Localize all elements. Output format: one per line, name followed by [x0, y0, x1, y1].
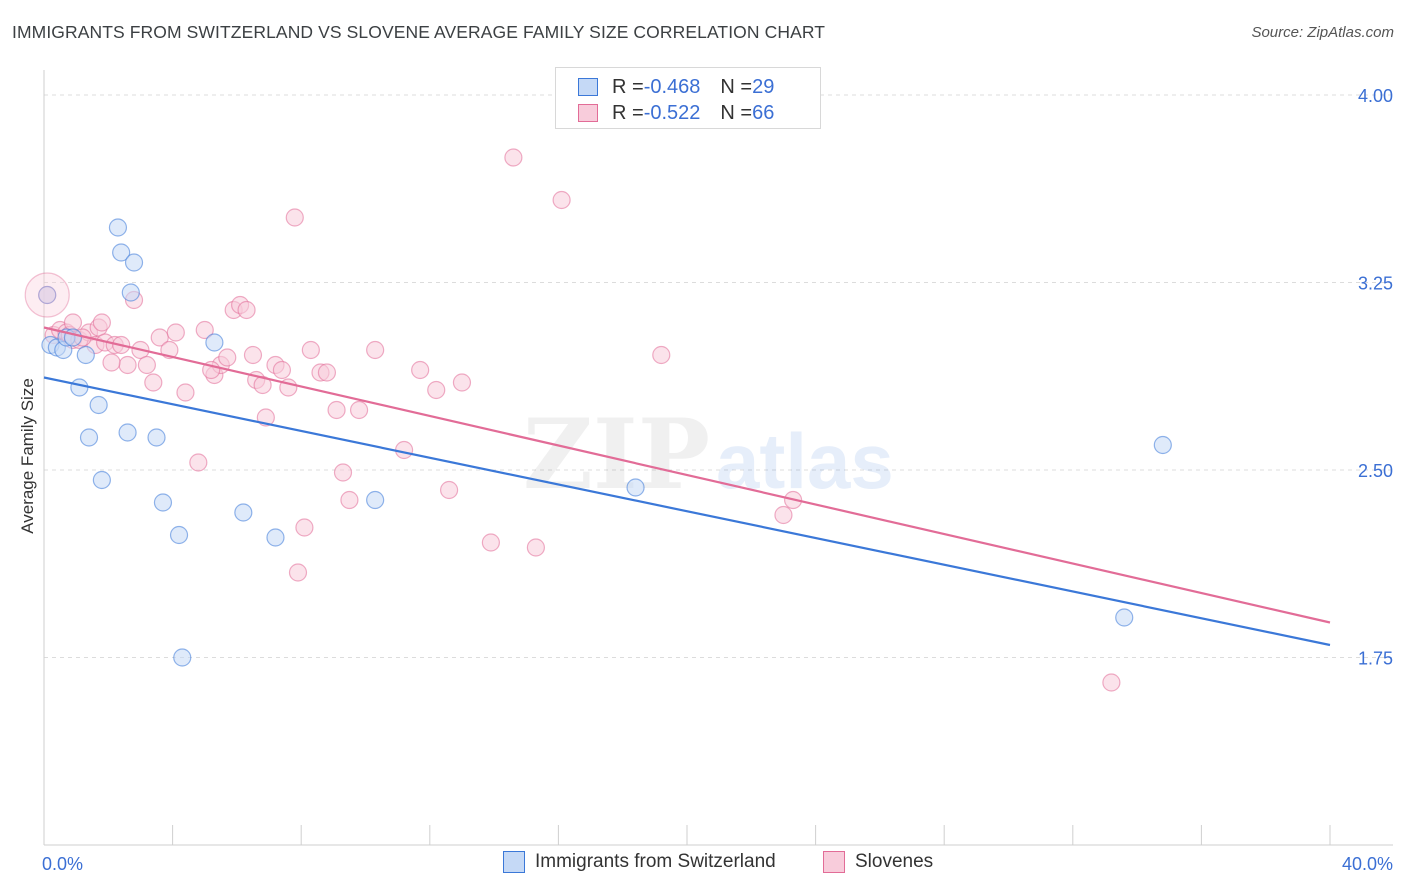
pink-point [317, 363, 337, 382]
legend-row-pink: R = -0.522 N = 66 [578, 100, 774, 126]
pink-point [452, 373, 472, 392]
bottom-legend-pink: Slovenes [823, 851, 933, 873]
pink-point [137, 355, 156, 375]
legend-n-label: N = [720, 101, 753, 124]
pink-point [652, 345, 671, 365]
pink-point [166, 323, 185, 342]
bottom-legend-swatch-blue [503, 851, 525, 873]
legend-n-label: N = [720, 75, 753, 98]
blue-point [124, 253, 144, 272]
blue-point [234, 503, 253, 522]
pink-point [102, 353, 121, 372]
pink-point [176, 383, 195, 402]
pink-point [189, 453, 208, 472]
bottom-legend-label-pink: Slovenes [855, 851, 934, 872]
pink-point [411, 360, 430, 380]
legend-r-label: R = [612, 75, 644, 98]
pink-point [295, 518, 314, 537]
blue-point [112, 243, 131, 262]
pink-point [288, 563, 308, 582]
blue-point [366, 490, 385, 510]
blue-point [1115, 608, 1134, 627]
pink-point [253, 375, 272, 395]
watermark-atlas: atlas [716, 417, 894, 505]
pink-point [481, 533, 500, 552]
pink-point [340, 490, 359, 510]
blue-point [205, 333, 224, 352]
trend-lines [43, 326, 1331, 647]
y-axis-label: Average Family Size [18, 378, 37, 534]
blue-point [76, 345, 95, 365]
axes [43, 70, 1393, 846]
blue-point [79, 428, 99, 447]
blue-point [89, 395, 108, 415]
x-tick-label: 40.0% [1342, 854, 1393, 874]
blue-point [169, 525, 189, 545]
watermark-zip: ZIP [523, 398, 710, 511]
blue-point [153, 493, 173, 512]
pink-point [439, 480, 459, 500]
pink-point [218, 348, 237, 367]
pink-point [526, 538, 545, 557]
pink-point [394, 440, 414, 460]
blue-point [63, 328, 83, 347]
blue-point [1153, 435, 1172, 455]
pink-point [272, 360, 292, 380]
grid-layer [44, 94, 1392, 658]
legend-r-label: R = [612, 101, 644, 124]
pink-point [144, 373, 163, 392]
blue-point [118, 423, 137, 442]
pink-point [327, 400, 346, 420]
legend-r-value-blue: -0.468 [643, 75, 701, 98]
blue-point [147, 428, 166, 447]
legend-r-value-pink: -0.522 [643, 101, 701, 124]
x-tick-label: 0.0% [42, 854, 83, 874]
legend-n-value-pink: 66 [752, 101, 775, 124]
pink-point [333, 463, 353, 482]
legend-row-blue: R = -0.468 N = 29 [578, 74, 774, 100]
pink-point-large [24, 272, 70, 318]
legend-n-value-blue: 29 [752, 75, 775, 98]
pink-point [774, 505, 793, 525]
pink-trend-line [43, 326, 1331, 624]
pink-point [243, 345, 263, 365]
blue-point [92, 470, 111, 490]
source-attribution: Source: ZipAtlas.com [1251, 24, 1394, 41]
blue-point [121, 283, 140, 302]
watermark: ZIP atlas [523, 398, 894, 511]
correlation-legend: R = -0.468 N = 29 R = -0.522 N = 66 [555, 67, 821, 129]
pink-point [92, 313, 111, 332]
pink-point [366, 340, 385, 360]
tick-labels: 1.75 2.50 3.25 4.00 0.0% 40.0% [42, 86, 1393, 874]
pink-point [349, 400, 369, 420]
y-tick-label: 2.50 [1358, 461, 1393, 481]
blue-point [266, 528, 285, 547]
blue-point [108, 218, 128, 237]
pink-point [237, 300, 256, 320]
pink-point [427, 380, 446, 400]
y-tick-label: 4.00 [1358, 86, 1393, 106]
pink-point [504, 148, 523, 167]
pink-point [1102, 673, 1121, 692]
pink-point [552, 190, 571, 210]
bottom-legend-label-blue: Immigrants from Switzerland [535, 851, 776, 872]
chart-title: IMMIGRANTS FROM SWITZERLAND VS SLOVENE A… [12, 22, 826, 42]
blue-point [70, 378, 89, 397]
blue-point [173, 648, 192, 667]
pink-point [301, 340, 320, 360]
blue-point [626, 478, 645, 497]
blue-trend-line [43, 376, 1331, 647]
bottom-legend-blue: Immigrants from Switzerland [503, 851, 776, 873]
y-tick-label: 3.25 [1358, 274, 1393, 294]
pink-point [285, 208, 304, 227]
pink-point [195, 320, 214, 340]
blue-point [38, 285, 57, 305]
legend-swatch-pink [578, 104, 598, 122]
y-tick-label: 1.75 [1358, 649, 1393, 669]
pink-point [118, 355, 137, 375]
legend-swatch-blue [578, 78, 598, 96]
bottom-legend-swatch-pink [823, 851, 845, 873]
